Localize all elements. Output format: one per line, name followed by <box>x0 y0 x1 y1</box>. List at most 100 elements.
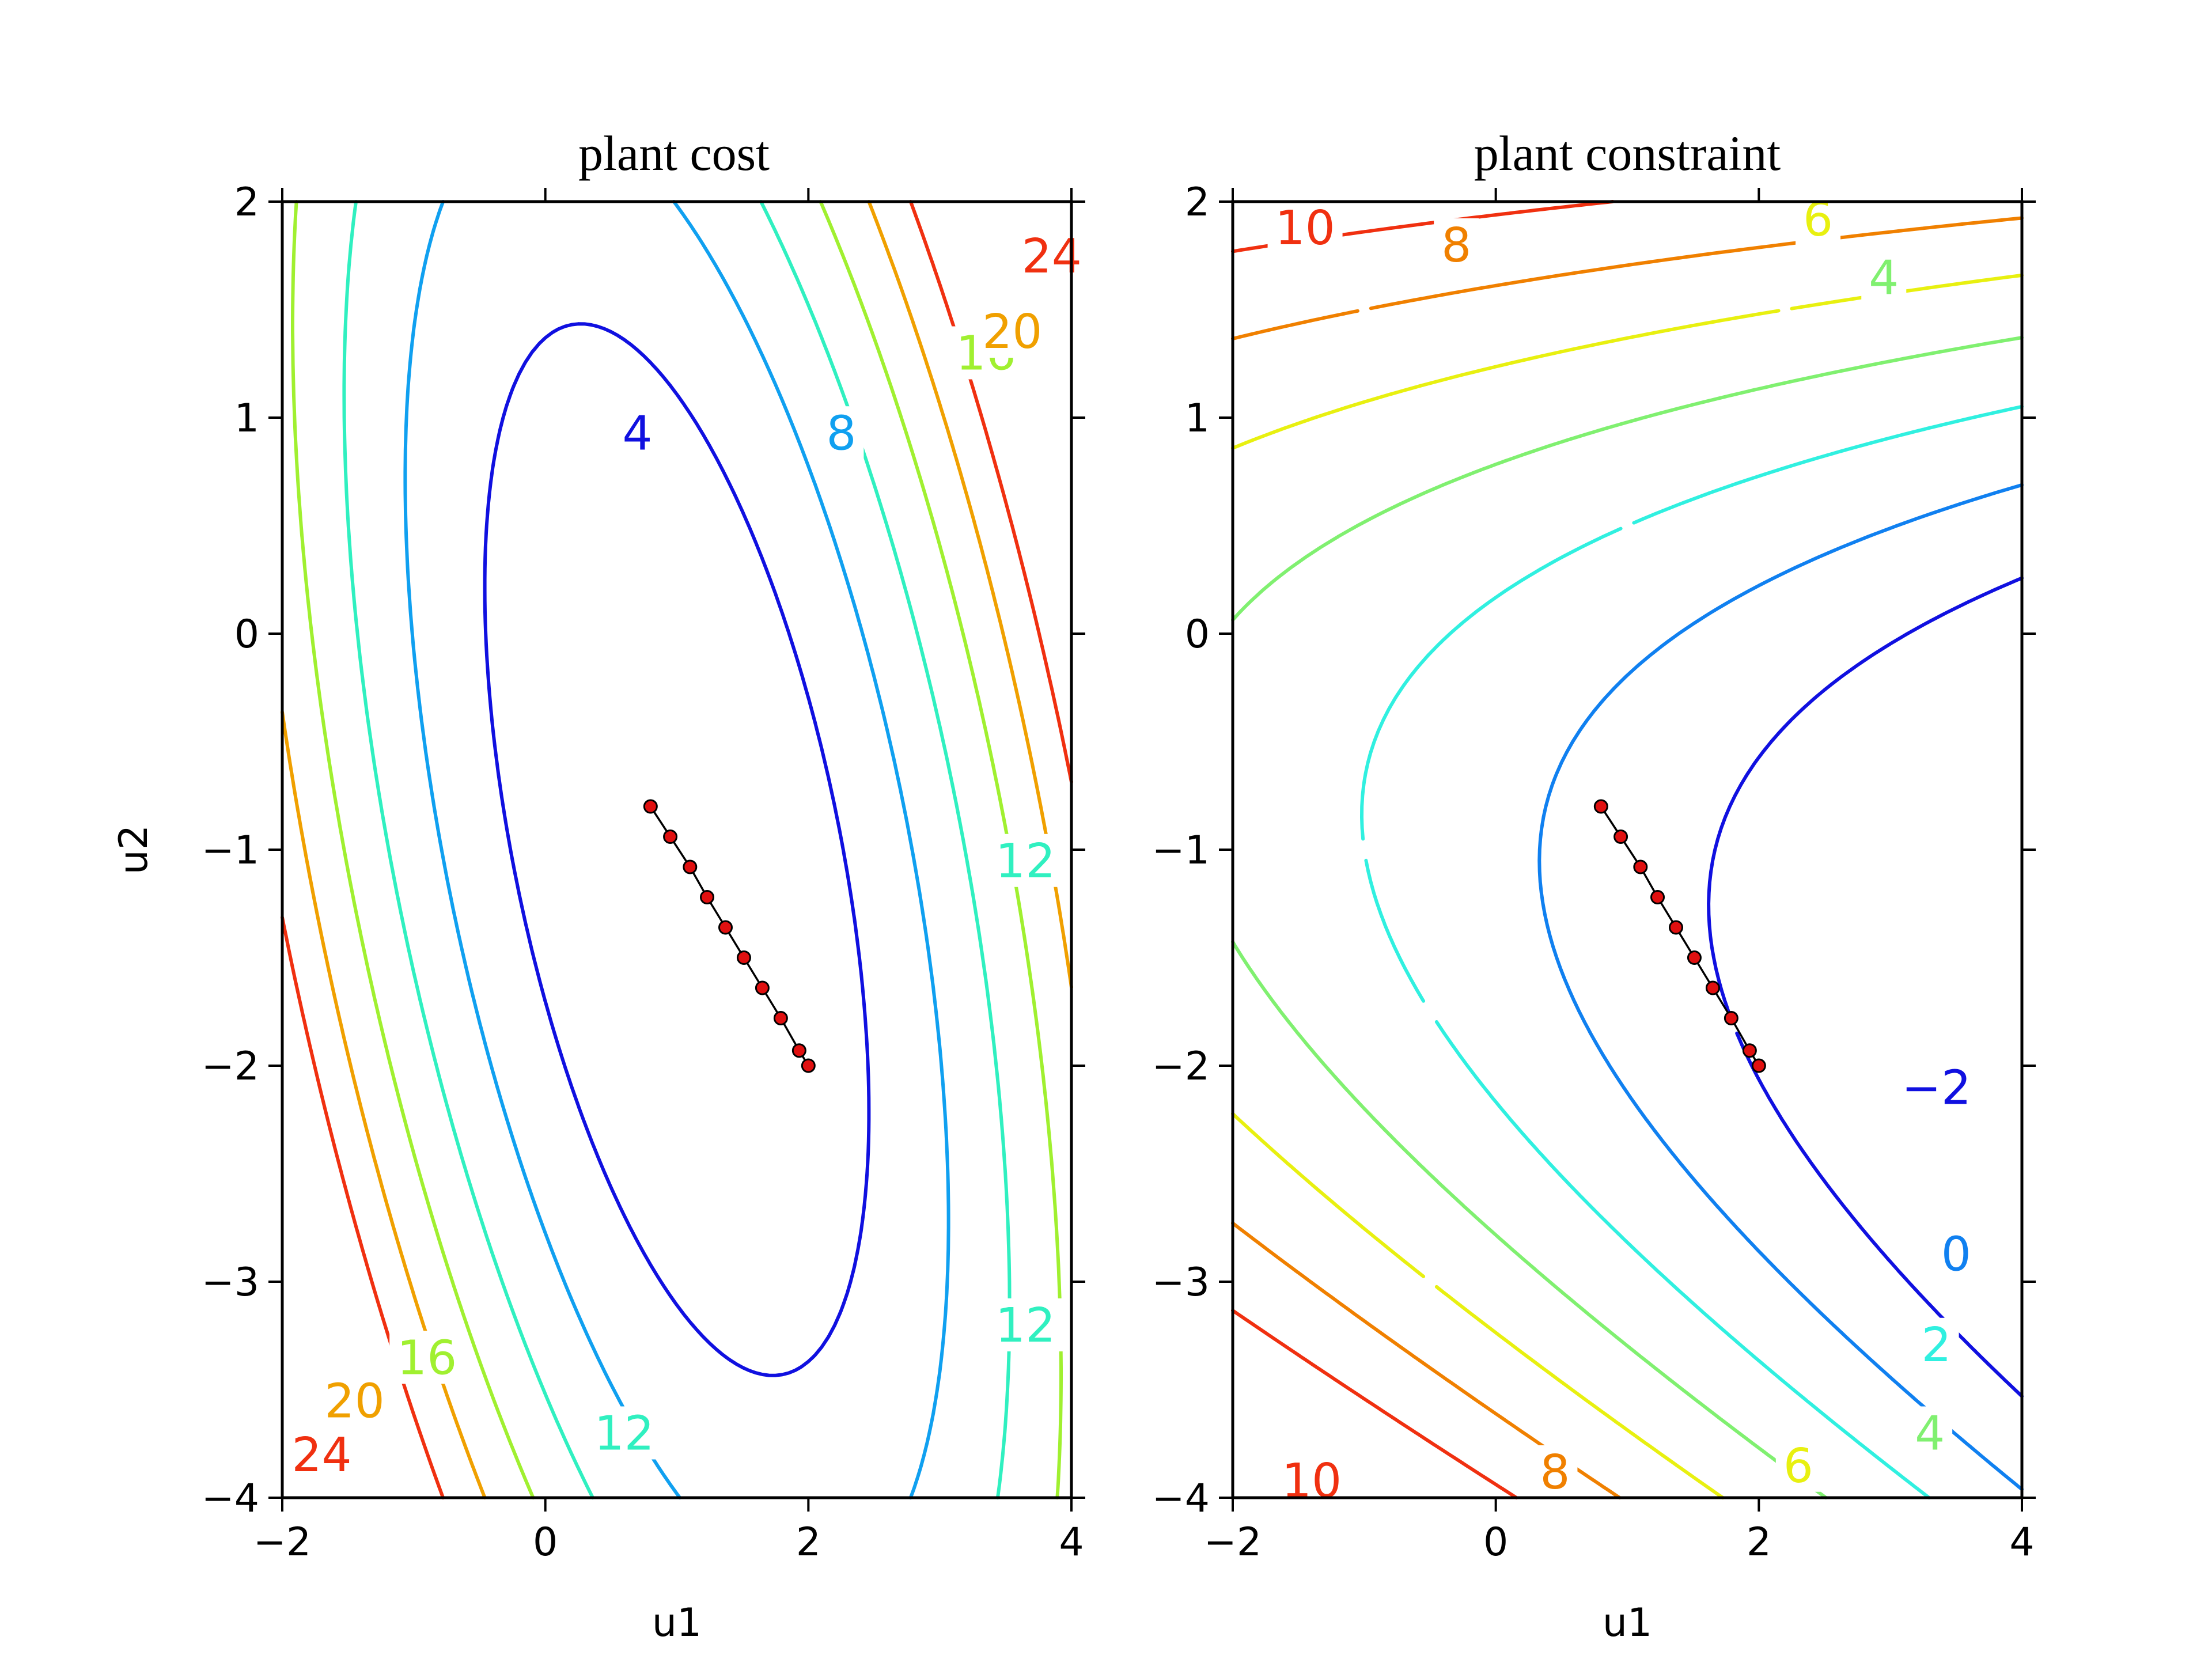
contour-label: 2 <box>1921 1318 1951 1373</box>
iteration-point <box>1705 980 1720 995</box>
plant-cost-contours <box>281 200 1073 1499</box>
contour-label-bg <box>988 834 1063 887</box>
contour-label: 4 <box>1915 1407 1945 1461</box>
y-tick-label: −4 <box>1152 1476 1210 1521</box>
iteration-point <box>1724 1011 1738 1025</box>
contour-label: −2 <box>1902 1061 1971 1116</box>
contour-label-bg <box>1933 1227 1979 1281</box>
contour-line-0 <box>1537 483 2024 1491</box>
plant-constraint-contours <box>1231 200 2024 1499</box>
y-tick-label: 0 <box>1185 612 1210 657</box>
contour-label-bg <box>1899 1060 1974 1114</box>
plant-cost-iteration-path <box>643 799 816 1073</box>
contour-label: 12 <box>995 1298 1055 1353</box>
iteration-point <box>1613 830 1628 844</box>
iteration-point <box>663 830 678 844</box>
y-tick-label: −1 <box>202 828 259 873</box>
iteration-point <box>1650 890 1665 904</box>
iteration-point <box>755 980 770 995</box>
iteration-point <box>643 799 658 814</box>
iteration-path-line <box>649 806 809 1066</box>
contour-label-bg <box>615 406 660 460</box>
contour-label-bg <box>1907 1406 1953 1460</box>
contour-label-bg <box>1861 251 1907 304</box>
x-tick-label: −2 <box>253 1520 311 1565</box>
contour-label-bg <box>988 1298 1063 1351</box>
contour-label: 4 <box>1869 251 1899 305</box>
iteration-point <box>791 1043 806 1058</box>
contour-label-bg <box>1434 218 1479 271</box>
contour-label-bg <box>1914 1317 1959 1371</box>
contour-label-bg <box>1775 1438 1821 1492</box>
plant-cost-subplot: plant cost 48121212161620202424 −2024−4−… <box>111 126 1089 1646</box>
iteration-point <box>1751 1058 1766 1073</box>
y-tick-label: −2 <box>1152 1044 1210 1089</box>
contour-label-bg <box>1532 1445 1578 1498</box>
contour-label-bg <box>1014 229 1089 282</box>
plant-cost-xlabel: u1 <box>652 1600 702 1646</box>
contour-label: 4 <box>622 406 652 461</box>
y-tick-label: 2 <box>1185 180 1210 225</box>
contour-label: 16 <box>397 1331 457 1385</box>
plant-constraint-title: plant constraint <box>1474 126 1781 181</box>
iteration-point <box>683 859 698 874</box>
x-tick-label: 2 <box>796 1520 821 1565</box>
iteration-point <box>1633 859 1648 874</box>
y-tick-label: 0 <box>234 612 259 657</box>
iteration-point <box>700 890 715 904</box>
plant-constraint-iteration-path <box>1593 799 1766 1073</box>
y-tick-label: −1 <box>1152 828 1210 873</box>
iteration-point <box>736 950 751 965</box>
contour-label-bg <box>819 406 864 460</box>
iteration-point <box>718 920 733 935</box>
contour-label-bg <box>284 1428 359 1481</box>
iteration-point <box>1742 1043 1757 1058</box>
iteration-point <box>1668 920 1683 935</box>
contour-label: 12 <box>594 1407 654 1461</box>
contour-label-bg <box>389 1331 465 1384</box>
contour-line-2 <box>1360 404 2024 1499</box>
iteration-point <box>1593 799 1608 814</box>
x-tick-label: 0 <box>533 1520 558 1565</box>
y-tick-label: 1 <box>234 396 259 441</box>
contour-label: 8 <box>1540 1445 1570 1500</box>
x-tick-label: −2 <box>1204 1520 1262 1565</box>
contour-label: 6 <box>1783 1439 1813 1494</box>
contour-line-12 <box>342 200 1012 1499</box>
contour-label-bg <box>975 305 1050 358</box>
x-tick-label: 2 <box>1747 1520 1771 1565</box>
contour-label: 24 <box>291 1428 351 1483</box>
iteration-point <box>1687 950 1702 965</box>
iteration-path-line <box>1600 806 1760 1066</box>
plant-cost-title: plant cost <box>578 126 770 181</box>
y-tick-label: −3 <box>1152 1260 1210 1305</box>
contour-line-8 <box>403 200 950 1499</box>
contour-label: 0 <box>1941 1227 1971 1282</box>
contour-label: 12 <box>995 834 1055 889</box>
plant-cost-ylabel: u2 <box>111 825 157 874</box>
plant-constraint-xlabel: u1 <box>1603 1600 1652 1646</box>
x-tick-label: 0 <box>1483 1520 1508 1565</box>
y-tick-label: −4 <box>202 1476 259 1521</box>
y-tick-label: −2 <box>202 1044 259 1089</box>
contour-label: 20 <box>982 305 1042 359</box>
y-tick-label: 2 <box>234 180 259 225</box>
contour-label: 8 <box>1441 218 1471 273</box>
contour-line-8 <box>1231 216 2024 1499</box>
contour-line-4 <box>483 322 871 1377</box>
y-tick-label: −3 <box>202 1260 259 1305</box>
x-tick-label: 4 <box>2009 1520 2034 1565</box>
x-tick-label: 4 <box>1059 1520 1084 1565</box>
iteration-point <box>773 1011 788 1025</box>
y-tick-label: 1 <box>1185 396 1210 441</box>
contour-label-bg <box>586 1406 662 1460</box>
iteration-point <box>801 1058 816 1073</box>
contour-label-bg <box>317 1374 392 1427</box>
plant-constraint-ticks: −2 0 2 4 −4 −3 −2 −1 0 1 2 <box>1152 180 2036 1565</box>
contour-line-6 <box>1231 273 2024 1499</box>
contour-label: 10 <box>1275 201 1335 256</box>
contour-label: 8 <box>826 406 856 461</box>
